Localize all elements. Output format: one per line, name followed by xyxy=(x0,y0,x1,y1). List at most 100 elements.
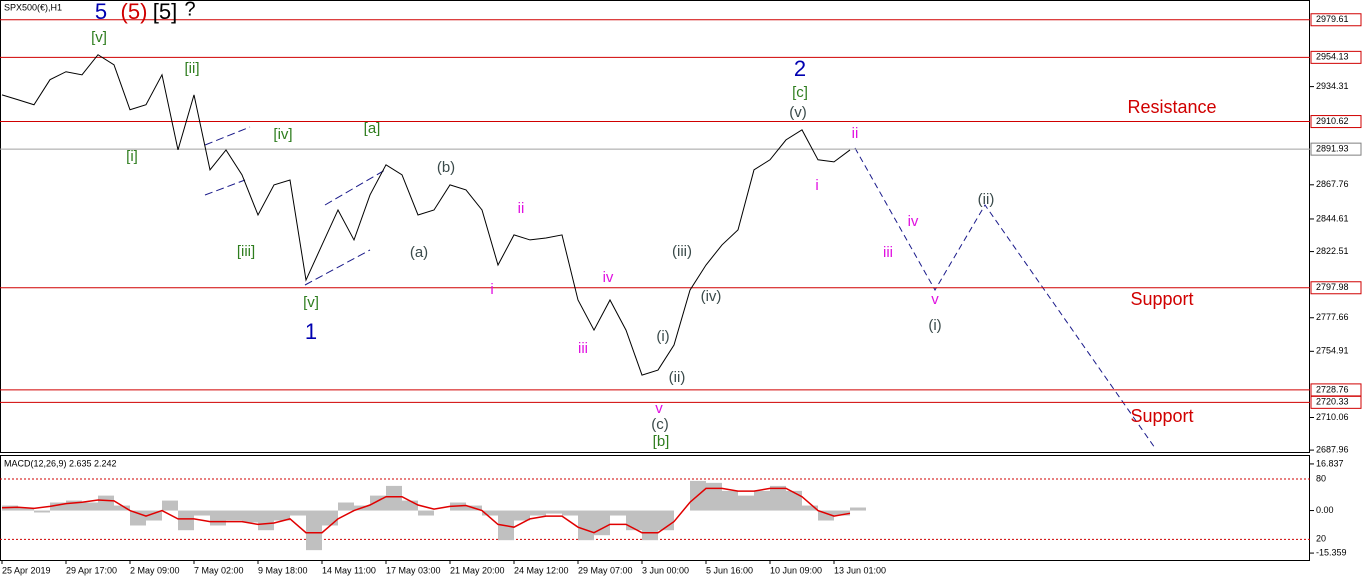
macd-bar xyxy=(594,510,610,536)
wave-label: (v) xyxy=(789,104,807,121)
x-tick-label: 14 May 11:00 xyxy=(322,565,376,575)
macd-bar xyxy=(482,510,498,516)
y-tick-label: 0.00 xyxy=(1316,505,1334,515)
level-label: 2979.61 xyxy=(1316,14,1349,24)
wave-label: Support xyxy=(1130,406,1193,426)
channel-line xyxy=(204,179,246,196)
macd-bar xyxy=(802,505,818,511)
level-label: 20 xyxy=(1316,534,1326,544)
y-tick-label: 16.837 xyxy=(1316,458,1344,468)
macd-bar xyxy=(722,490,738,511)
wave-label: [i] xyxy=(126,148,138,165)
wave-label: ii xyxy=(518,200,525,217)
macd-bar xyxy=(18,507,34,511)
wave-label: [ii] xyxy=(185,60,200,77)
macd-bar xyxy=(530,510,546,516)
macd-bar xyxy=(834,510,850,516)
level-label: 2797.98 xyxy=(1316,282,1349,292)
wave-label: [5] xyxy=(153,0,177,24)
x-tick-label: 3 Jun 00:00 xyxy=(642,565,689,575)
x-tick-label: 10 Jun 09:00 xyxy=(770,565,822,575)
y-tick-label: 2844.61 xyxy=(1316,213,1349,223)
level-label-box xyxy=(1310,395,1362,409)
wave-label: (iii) xyxy=(672,243,692,260)
channel-line xyxy=(204,126,251,146)
macd-bar xyxy=(146,510,162,521)
macd-bar xyxy=(162,500,178,511)
wave-label: (a) xyxy=(410,244,428,261)
wave-label: [a] xyxy=(364,120,381,137)
wave-label: 1 xyxy=(305,319,317,344)
channel-line xyxy=(304,249,371,286)
macd-bar xyxy=(34,510,50,513)
level-label: 2728.76 xyxy=(1316,384,1349,394)
macd-panel xyxy=(0,455,1310,561)
x-tick-label: 24 May 12:00 xyxy=(514,565,569,575)
macd-bar xyxy=(210,510,226,526)
level-label: 2720.33 xyxy=(1316,397,1349,407)
macd-bar xyxy=(50,502,66,511)
wave-label: [v] xyxy=(303,294,319,311)
wave-label: i xyxy=(815,177,818,194)
wave-label: iii xyxy=(883,244,893,261)
macd-bar xyxy=(754,490,770,511)
projection xyxy=(854,147,1156,449)
wave-label: iv xyxy=(908,213,919,230)
macd-bar xyxy=(194,510,210,516)
wave-label: (iv) xyxy=(701,288,722,305)
macd-bar xyxy=(626,510,642,531)
price-panel xyxy=(0,0,1310,453)
level-label: 2910.62 xyxy=(1316,116,1349,126)
macd-bar xyxy=(386,485,402,511)
wave-label: iv xyxy=(603,269,614,286)
y-tick-label: 2934.31 xyxy=(1316,81,1349,91)
macd-bar xyxy=(642,510,658,541)
x-tick-label: 21 May 20:00 xyxy=(450,565,505,575)
macd-bar xyxy=(786,490,802,511)
macd-bar xyxy=(178,510,194,531)
wave-label: [iii] xyxy=(237,243,255,260)
level-label-box xyxy=(1310,13,1362,27)
macd-bar xyxy=(290,510,306,516)
price-line xyxy=(1,54,851,376)
wave-label: [b] xyxy=(653,433,670,450)
wave-label: (i) xyxy=(928,317,941,334)
wave-label: (c) xyxy=(651,416,669,433)
wave-label: [c] xyxy=(792,84,808,101)
macd-bar xyxy=(546,510,562,514)
macd-title: MACD(12,26,9) 2.635 2.242 xyxy=(4,458,117,468)
x-tick-label: 17 May 03:00 xyxy=(386,565,441,575)
level-label-box xyxy=(1310,115,1362,129)
macd-bar xyxy=(226,510,242,521)
wave-label: (i) xyxy=(656,328,669,345)
y-tick-label: 2710.06 xyxy=(1316,412,1349,422)
macd-bar xyxy=(322,510,338,526)
level-label: 2954.13 xyxy=(1316,52,1349,62)
y-tick-label: 2754.91 xyxy=(1316,346,1349,356)
macd-bar xyxy=(258,510,274,531)
wave-label: 2 xyxy=(794,56,806,81)
wave-label: iii xyxy=(578,340,588,357)
x-tick-label: 7 May 02:00 xyxy=(194,565,244,575)
wave-label: i xyxy=(490,281,493,298)
wave-label: (b) xyxy=(437,159,455,176)
wave-label: (5) xyxy=(121,0,148,24)
x-tick-label: 2 May 09:00 xyxy=(130,565,180,575)
signal-line xyxy=(1,487,851,534)
macd-bar xyxy=(850,507,866,511)
y-tick-label: 2777.66 xyxy=(1316,312,1349,322)
last-price-label: 2891.93 xyxy=(1316,144,1349,154)
macd-bar xyxy=(114,505,130,511)
macd-bar xyxy=(338,502,354,511)
last-price-box xyxy=(1310,142,1362,156)
wave-label: ? xyxy=(184,0,195,20)
macd-bar xyxy=(66,500,82,511)
y-tick-label: -15.359 xyxy=(1316,547,1347,557)
wave-label: [iv] xyxy=(273,126,292,143)
level-label: 80 xyxy=(1316,473,1326,483)
macd-bar xyxy=(418,510,434,516)
macd-bar xyxy=(738,495,754,511)
y-tick-label: 2687.96 xyxy=(1316,444,1349,454)
